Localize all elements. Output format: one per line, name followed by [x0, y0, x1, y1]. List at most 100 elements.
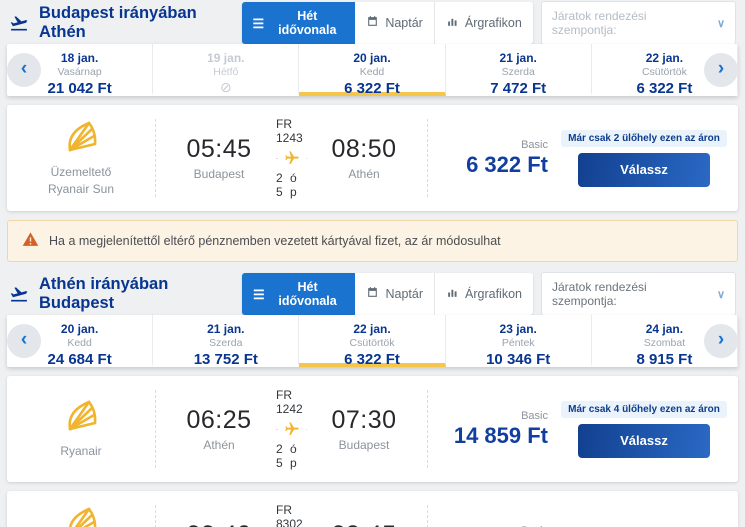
price-block: Basic 14 859 Ft [428, 410, 560, 449]
date-strip-outbound: 18 jan. Vasárnap 21 042 Ft 19 jan. Hétfő… [7, 44, 739, 97]
divider [427, 390, 428, 468]
calendar-view-button[interactable]: Naptár [355, 2, 434, 44]
day-price: 6 322 Ft [344, 351, 400, 368]
flight-number: FR 1243 [276, 117, 303, 145]
next-days-button[interactable]: › [704, 324, 738, 358]
departure-time: 06:25 [186, 406, 252, 434]
prev-days-button[interactable]: ‹ [7, 324, 41, 358]
ryanair-harp-logo-icon [7, 398, 155, 439]
ryanair-harp-logo-icon [7, 505, 155, 527]
view-controls-outbound: ☰ Hét idővonala Naptár Árgrafikon Járato… [241, 1, 736, 45]
divider [427, 505, 428, 527]
departure-city: Budapest [193, 167, 245, 181]
divider [155, 390, 156, 468]
departure-endpoint: 22:40 Athén [176, 521, 262, 527]
section-title-text: Athén irányában Budapest [39, 275, 169, 312]
arrival-time: 08:50 [331, 135, 397, 163]
section-header-return: Athén irányában Budapest ☰ Hét idővonala… [9, 272, 736, 316]
divider [427, 119, 428, 197]
day-cell[interactable]: 23 jan. Péntek 10 346 Ft [446, 315, 592, 368]
departure-time: 22:40 [176, 521, 262, 527]
day-cell[interactable]: 24 jan. Szombat 8 915 Ft [592, 315, 739, 368]
arrival-time: 07:30 [331, 406, 397, 434]
flight-number: FR 8302 [276, 503, 303, 527]
chevron-down-icon: ∨ [716, 17, 725, 30]
plane-takeoff-icon [9, 284, 29, 304]
day-price: 21 042 Ft [47, 80, 112, 97]
day-price: 7 472 Ft [490, 80, 547, 97]
flight-price: 14 859 Ft [453, 422, 548, 448]
day-date: 22 jan. [353, 322, 391, 336]
arrival-city: Budapest [338, 438, 390, 452]
no-flight-icon: ⊘ [219, 79, 232, 95]
arrival-city: Athén [348, 167, 380, 181]
day-price: 24 684 Ft [47, 351, 112, 368]
day-price: 6 322 Ft [636, 80, 693, 97]
plane-takeoff-icon [9, 13, 29, 33]
calendar-icon [366, 15, 379, 31]
calendar-view-button[interactable]: Naptár [355, 273, 435, 315]
plane-icon [284, 421, 300, 437]
day-weekday: Vasárnap [57, 66, 102, 78]
route-block: 05:45 Budapest FR 1243 2 ó 5 p 08:50 Ath… [156, 117, 427, 199]
timeline-view-button[interactable]: ☰ Hét idővonala [241, 273, 356, 315]
timeline-view-label: Hét idővonala [278, 280, 337, 308]
day-date: 21 jan. [207, 322, 245, 336]
route-block: 06:25 Athén FR 1242 2 ó 5 p 07:30 Budape… [156, 388, 427, 470]
section-title-return: Athén irányában Budapest [9, 275, 242, 313]
day-cell[interactable]: 20 jan. Kedd 24 684 Ft [7, 315, 154, 368]
flight-duration: 2 ó 5 p [276, 442, 299, 470]
day-price: 13 752 Ft [193, 351, 258, 368]
sort-dropdown-label: Járatok rendezési szempontja: [551, 9, 647, 37]
departure-city: Athén [203, 438, 235, 452]
arrival-endpoint: 07:30 Budapest [321, 406, 407, 452]
departure-time: 05:45 [186, 135, 252, 163]
warning-icon [22, 231, 39, 251]
sort-dropdown-label: Járatok rendezési szempontja: [552, 280, 647, 308]
next-days-button[interactable]: › [704, 53, 738, 87]
bar-chart-icon [446, 15, 459, 31]
day-price: 6 322 Ft [344, 80, 400, 97]
sort-dropdown-return[interactable]: Járatok rendezési szempontja: ∨ [541, 272, 736, 316]
route-middle: FR 1242 2 ó 5 p [270, 388, 313, 470]
price-graph-view-button[interactable]: Árgrafikon [434, 273, 533, 315]
price-graph-view-button[interactable]: Árgrafikon [433, 2, 533, 44]
day-cell-selected[interactable]: 20 jan. Kedd 6 322 Ft [299, 44, 446, 97]
day-cell[interactable]: 18 jan. Vasárnap 21 042 Ft [7, 44, 154, 97]
currency-warning-banner: Ha a megjelenítettől eltérő pénznemben v… [7, 220, 738, 262]
day-date: 24 jan. [645, 322, 684, 336]
day-weekday: Hétfő [213, 66, 239, 78]
section-title-outbound: Budapest irányában Athén [9, 4, 242, 42]
timeline-view-label: Hét idővonala [278, 9, 337, 37]
fare-type-label: Basic [521, 409, 548, 422]
sort-dropdown-outbound[interactable]: Járatok rendezési szempontja: ∨ [540, 1, 736, 45]
calendar-view-label: Naptár [385, 287, 424, 301]
calendar-icon [366, 286, 379, 302]
seats-left-badge: Már csak 2 ülőhely ezen az áron [561, 129, 727, 147]
select-flight-button[interactable]: Válassz [578, 152, 710, 187]
flight-duration: 2 ó 5 p [276, 171, 299, 199]
day-weekday: Péntek [501, 337, 535, 349]
day-weekday: Csütörtök [349, 337, 395, 349]
flight-price: 6 322 Ft [466, 151, 548, 177]
day-date: 21 jan. [499, 51, 537, 65]
view-toggle-group: ☰ Hét idővonala Naptár Árgrafikon [241, 2, 533, 44]
operator-label-line1: Üzemeltető [50, 164, 112, 179]
route-line [276, 421, 307, 437]
day-cell-selected[interactable]: 22 jan. Csütörtök 6 322 Ft [299, 315, 446, 368]
prev-days-button[interactable]: ‹ [7, 53, 41, 87]
route-block: 22:40 Athén FR 8302 2 ó 5 p 23:45 Budape… [156, 503, 427, 527]
fare-type-label: Basic [521, 138, 548, 151]
timeline-view-button[interactable]: ☰ Hét idővonala [241, 2, 356, 44]
day-cell[interactable]: 21 jan. Szerda 13 752 Ft [153, 315, 300, 368]
view-toggle-group: ☰ Hét idővonala Naptár Árgrafikon [241, 273, 533, 315]
day-cell[interactable]: 21 jan. Szerda 7 472 Ft [446, 44, 592, 97]
price-block: Basic 6 322 Ft [428, 139, 560, 178]
flight-card: Ryanair 06:25 Athén FR 1242 2 ó 5 p 07:3… [7, 376, 738, 482]
bar-chart-icon [446, 286, 459, 302]
calendar-view-label: Naptár [385, 16, 423, 30]
operator-block: Üzemeltető Ryanair Sun [7, 119, 155, 198]
day-weekday: Szombat [643, 337, 686, 349]
select-flight-button[interactable]: Válassz [578, 423, 710, 458]
